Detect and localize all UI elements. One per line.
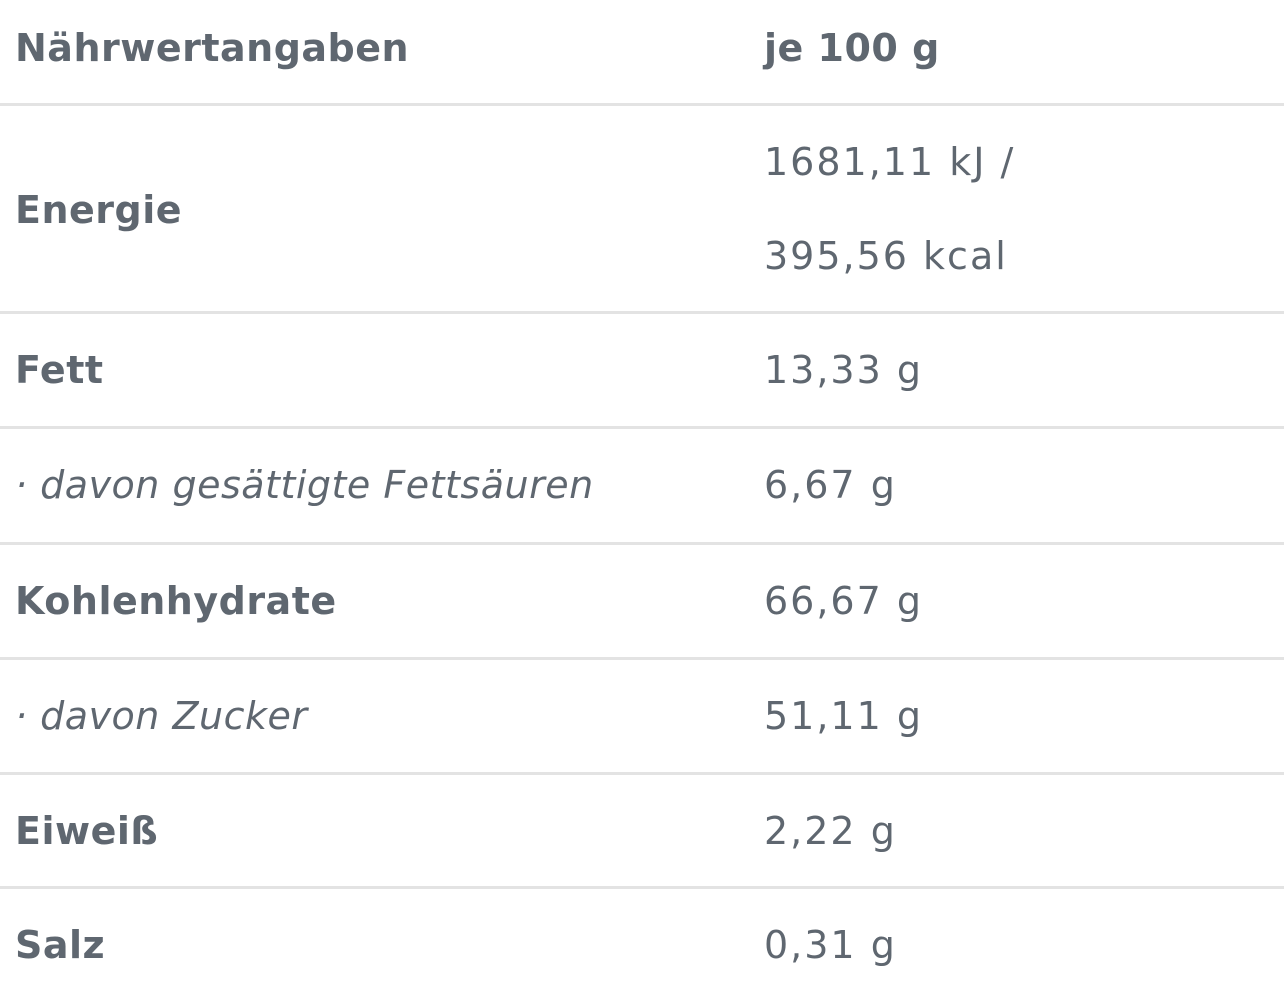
table-row: Fett 13,33 g [0, 314, 1284, 429]
row-value: 51,11 g [764, 694, 923, 738]
row-value: 13,33 g [764, 348, 923, 392]
table-row: Salz 0,31 g [0, 889, 1284, 988]
row-label: · davon gesättigte Fettsäuren [15, 463, 594, 507]
row-label: Salz [15, 923, 106, 967]
table-header: Nährwertangaben je 100 g [0, 0, 1284, 106]
row-label: Energie [15, 188, 183, 232]
row-value: 2,22 g [764, 809, 897, 853]
table-row: · davon gesättigte Fettsäuren 6,67 g [0, 429, 1284, 545]
row-value: 0,31 g [764, 923, 897, 967]
table-row: Eiweiß 2,22 g [0, 775, 1284, 889]
row-label: Fett [15, 348, 104, 392]
row-label: · davon Zucker [15, 694, 308, 738]
table-row: · davon Zucker 51,11 g [0, 660, 1284, 775]
row-value-kcal: 395,56 kcal [764, 234, 1008, 278]
row-value: 66,67 g [764, 579, 923, 623]
table-row-energy: Energie 1681,11 kJ / 395,56 kcal [0, 106, 1284, 314]
row-label: Kohlenhydrate [15, 579, 337, 623]
row-label: Eiweiß [15, 809, 159, 853]
row-value-kj: 1681,11 kJ / [764, 140, 1016, 184]
table-row: Kohlenhydrate 66,67 g [0, 545, 1284, 660]
header-value: je 100 g [764, 26, 940, 70]
row-value: 6,67 g [764, 463, 897, 507]
header-label: Nährwertangaben [15, 26, 410, 70]
